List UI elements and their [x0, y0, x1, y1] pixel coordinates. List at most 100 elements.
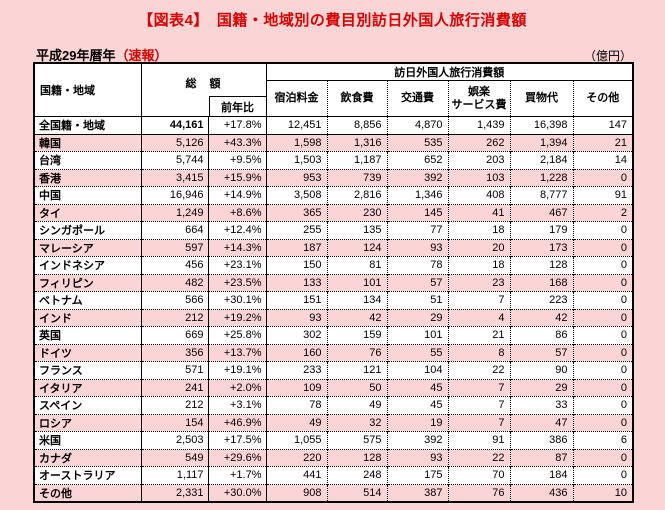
country-name-cell: タイ — [34, 203, 141, 222]
value-cell: 7 — [447, 396, 510, 414]
total-amount-cell: 5,744 — [140, 151, 208, 169]
total-amount-cell: 2,503 — [140, 431, 208, 449]
table-header: 国籍・地域 総 額 前年比 訪日外国人旅行消費額 宿泊料金 飲食費 交通費 娯楽… — [34, 63, 633, 117]
value-cell: 392 — [386, 431, 448, 449]
value-cell: 135 — [326, 221, 387, 239]
value-cell: 441 — [265, 466, 327, 484]
yoy-percent-cell: +29.6% — [207, 448, 266, 467]
value-cell: 109 — [265, 378, 327, 397]
value-cell: 0 — [572, 221, 633, 239]
value-cell: 55 — [386, 343, 448, 362]
column-header-food: 飲食費 — [326, 80, 387, 117]
yoy-percent-cell: +12.4% — [207, 221, 266, 239]
total-amount-cell: 482 — [140, 273, 208, 292]
value-cell: 387 — [386, 483, 448, 502]
value-cell: 203 — [447, 151, 510, 169]
consumption-table: 国籍・地域 総 額 前年比 訪日外国人旅行消費額 宿泊料金 飲食費 交通費 娯楽… — [33, 62, 634, 503]
yoy-percent-cell: +9.5% — [207, 151, 266, 169]
value-cell: 93 — [386, 448, 448, 467]
value-cell: 187 — [265, 238, 327, 257]
value-cell: 45 — [386, 396, 448, 414]
value-cell: 128 — [509, 256, 573, 274]
value-cell: 0 — [572, 448, 633, 467]
value-cell: 0 — [572, 378, 633, 397]
value-cell: 467 — [509, 203, 573, 222]
value-cell: 50 — [326, 378, 387, 397]
value-cell: 652 — [386, 151, 448, 169]
value-cell: 0 — [572, 396, 633, 414]
country-name-cell: 中国 — [34, 186, 141, 204]
value-cell: 19 — [386, 413, 448, 432]
value-cell: 0 — [572, 361, 633, 379]
country-name-cell: インド — [34, 308, 141, 327]
value-cell: 128 — [326, 448, 387, 467]
value-cell: 121 — [326, 361, 387, 379]
total-amount-cell: 3,415 — [140, 168, 208, 187]
total-amount-cell: 664 — [140, 221, 208, 239]
value-cell: 147 — [572, 116, 633, 134]
value-cell: 1,439 — [447, 116, 510, 134]
value-cell: 78 — [265, 396, 327, 414]
value-cell: 21 — [447, 326, 510, 344]
value-cell: 77 — [386, 221, 448, 239]
value-cell: 14 — [572, 151, 633, 169]
value-cell: 535 — [386, 133, 448, 152]
value-cell: 151 — [265, 291, 327, 309]
yoy-percent-cell: +15.9% — [207, 168, 266, 187]
yoy-percent-cell: +25.8% — [207, 326, 266, 344]
value-cell: 184 — [509, 466, 573, 484]
yoy-percent-cell: +46.9% — [207, 413, 266, 432]
yoy-percent-cell: +8.6% — [207, 203, 266, 222]
country-name-cell: 米国 — [34, 431, 141, 449]
total-amount-cell: 356 — [140, 343, 208, 362]
table-row: タイ 1,249 +8.6% 365 230 145 41 467 2 — [34, 203, 633, 222]
table-row: スペイン 212 +3.1% 78 49 45 7 33 0 — [34, 396, 633, 414]
total-amount-cell: 1,249 — [140, 203, 208, 222]
yoy-percent-cell: +23.5% — [207, 273, 266, 292]
value-cell: 223 — [509, 291, 573, 309]
value-cell: 103 — [447, 168, 510, 187]
value-cell: 8,856 — [326, 116, 387, 134]
table-row: オーストラリア 1,117 +1.7% 441 248 175 70 184 0 — [34, 466, 633, 484]
total-amount-cell: 5,126 — [140, 133, 208, 152]
table-row: ロシア 154 +46.9% 49 32 19 7 47 0 — [34, 413, 633, 432]
table-row: 香港 3,415 +15.9% 953 739 392 103 1,228 0 — [34, 168, 633, 187]
value-cell: 0 — [572, 343, 633, 362]
value-cell: 32 — [326, 413, 387, 432]
value-cell: 16,398 — [509, 116, 573, 134]
value-cell: 41 — [447, 203, 510, 222]
column-header-country: 国籍・地域 — [34, 63, 142, 117]
column-header-yoy: 前年比 — [208, 96, 266, 116]
value-cell: 739 — [326, 168, 387, 187]
total-amount-cell: 456 — [140, 256, 208, 274]
value-cell: 70 — [447, 466, 510, 484]
value-cell: 10 — [572, 483, 633, 502]
yoy-percent-cell: +17.5% — [207, 431, 266, 449]
total-amount-cell: 16,946 — [140, 186, 208, 204]
value-cell: 42 — [509, 308, 573, 327]
period-label: 平成29年暦年（速報） — [36, 45, 167, 64]
value-cell: 0 — [572, 168, 633, 187]
table-row: ベトナム 566 +30.1% 151 134 51 7 223 0 — [34, 291, 633, 309]
value-cell: 91 — [572, 186, 633, 204]
value-cell: 392 — [386, 168, 448, 187]
value-cell: 575 — [326, 431, 387, 449]
value-cell: 4 — [447, 308, 510, 327]
value-cell: 0 — [572, 308, 633, 327]
value-cell: 159 — [326, 326, 387, 344]
value-cell: 220 — [265, 448, 327, 467]
column-header-transport: 交通費 — [386, 80, 448, 117]
table-row: 台湾 5,744 +9.5% 1,503 1,187 652 203 2,184 14 — [34, 151, 633, 169]
value-cell: 1,503 — [265, 151, 327, 169]
value-cell: 51 — [386, 291, 448, 309]
value-cell: 1,228 — [509, 168, 573, 187]
value-cell: 160 — [265, 343, 327, 362]
value-cell: 21 — [572, 133, 633, 152]
yoy-percent-cell: +23.1% — [207, 256, 266, 274]
yoy-percent-cell: +19.2% — [207, 308, 266, 327]
value-cell: 49 — [326, 396, 387, 414]
value-cell: 4,870 — [386, 116, 448, 134]
value-cell: 93 — [386, 238, 448, 257]
country-name-cell: スペイン — [34, 396, 141, 414]
table-row: シンガポール 664 +12.4% 255 135 77 18 179 0 — [34, 221, 633, 239]
